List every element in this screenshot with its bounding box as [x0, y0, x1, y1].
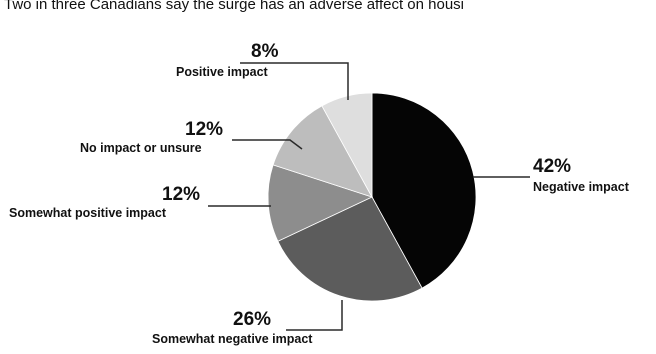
leader-line-somewhat-negative	[286, 300, 343, 331]
no-impact-label: No impact or unsure	[80, 141, 202, 155]
negative-impact-label: Negative impact	[533, 180, 630, 194]
pie-slice-no-impact-or-unsure	[272, 105, 373, 198]
no-impact-percent: 12%	[185, 119, 223, 140]
leader-line-positive	[240, 62, 349, 100]
leader-line-no-impact	[232, 139, 303, 150]
pie-slice-somewhat-negative-impact	[277, 196, 423, 302]
somewhat-negative-percent: 26%	[233, 309, 271, 330]
pie-slice-negative-impact	[371, 92, 477, 289]
pie-slice-somewhat-positive-impact	[267, 164, 374, 242]
pie-slices	[267, 92, 477, 302]
somewhat-negative-label: Somewhat negative impact	[152, 332, 313, 346]
positive-impact-percent: 8%	[251, 41, 279, 62]
somewhat-positive-label: Somewhat positive impact	[9, 206, 167, 220]
negative-impact-percent: 42%	[533, 156, 571, 177]
somewhat-positive-percent: 12%	[162, 184, 200, 205]
pie-slice-positive-impact	[321, 92, 373, 198]
chart-title: Two in three Canadians say the surge has…	[4, 0, 464, 13]
positive-impact-label: Positive impact	[176, 65, 269, 79]
